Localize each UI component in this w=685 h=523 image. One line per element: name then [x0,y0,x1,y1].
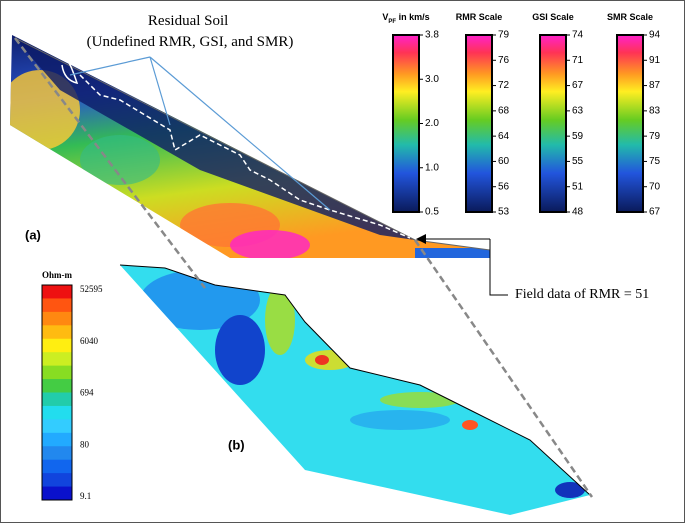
colorbar-tick-label: 48 [572,207,584,218]
resistivity-tick-label: 9.1 [80,491,91,501]
colorbar-tick-label: 56 [498,181,510,192]
resistivity-tick-label: 80 [80,439,90,449]
resistivity-swatch [42,446,72,461]
colorbar-tick-label: 55 [572,156,584,167]
resistivity-swatch [42,392,72,407]
colorbar-tick-label: 68 [498,105,510,116]
resistivity-swatch [42,405,72,420]
title-part: PF [388,19,396,25]
colorbar-tick-label: 72 [498,80,510,91]
colorbar-title: GSI Scale [532,12,574,22]
resistivity-swatch [42,365,72,380]
colorbar-tick-label: 76 [498,55,510,66]
title-part: V [382,12,388,22]
resistivity-bar [41,284,73,501]
annotation-arrows [69,56,331,211]
resistivity-title: Ohm-m [42,270,73,280]
resistivity-swatch [42,311,72,326]
colorbar-tick-label: 59 [572,131,584,142]
colorbar-tick-label: 64 [498,131,510,142]
colorbar-tick-label: 79 [649,131,661,142]
resistivity-swatch [42,486,72,501]
colorbar-tick-label: 63 [572,105,584,116]
resistivity-swatch [42,352,72,367]
colorbar-tick-label: 87 [649,80,661,91]
colorbar-tick-label: 2.0 [425,118,439,129]
annotation: Residual Soil (Undefined RMR, GSI, and S… [87,13,294,50]
colorbar [616,34,644,213]
resistivity-tick-label: 52595 [80,284,103,294]
colorbar [539,34,567,213]
colorbar [465,34,493,213]
colorbar-tick-label: 83 [649,105,661,116]
colorbar-tick-label: 70 [649,181,661,192]
resistivity-swatch [42,459,72,474]
resistivity-tick-label: 6040 [80,336,99,346]
title-part: GSI Scale [532,12,574,22]
colorbar-tick-label: 51 [572,181,584,192]
field-note: Field data of RMR = 51 [515,287,649,302]
colorbar-title: VPF in km/s [382,12,429,24]
field-pointer [416,234,508,296]
soil-pocket [61,62,79,85]
title-part: in km/s [396,12,430,22]
colorbar-tick-label: 75 [649,156,661,167]
resistivity-swatch [42,325,72,340]
colorbar-tick-label: 0.5 [425,207,439,218]
resistivity-swatch [42,379,72,393]
colorbar-tick-label: 79 [498,30,510,41]
colorbar-tick-label: 94 [649,30,661,41]
resistivity-swatch [42,338,72,353]
zoom-lines [14,37,594,498]
colorbar-tick-label: 71 [572,55,584,66]
colorbar-title: RMR Scale [456,12,503,22]
annotation-line: (Undefined RMR, GSI, and SMR) [87,34,294,50]
resistivity-swatch [42,473,72,488]
colorbar-tick-label: 3.0 [425,74,439,85]
colorbar-tick-label: 60 [498,156,510,167]
colorbar-tick-label: 53 [498,207,510,218]
profile-line-b [119,264,591,496]
resistivity-swatch [42,298,72,313]
colorbar-tick-label: 67 [649,207,661,218]
resistivity-swatch [42,285,72,299]
colorbar-tick-label: 3.8 [425,30,439,41]
panel-label: (b) [228,437,245,452]
colorbar-tick-label: 74 [572,30,584,41]
title-part: SMR Scale [607,12,653,22]
soil-boundary [79,74,411,239]
title-part: RMR Scale [456,12,503,22]
colorbar [392,34,420,213]
annotation-line: Residual Soil [148,13,228,29]
panel-label: (a) [25,227,41,242]
colorbar-tick-label: 67 [572,80,584,91]
colorbar-title: SMR Scale [607,12,653,22]
resistivity-swatch [42,419,72,434]
resistivity-swatch [42,432,72,447]
colorbar-tick-label: 91 [649,55,661,66]
resistivity-tick-label: 694 [80,388,94,398]
colorbar-tick-label: 1.0 [425,162,439,173]
